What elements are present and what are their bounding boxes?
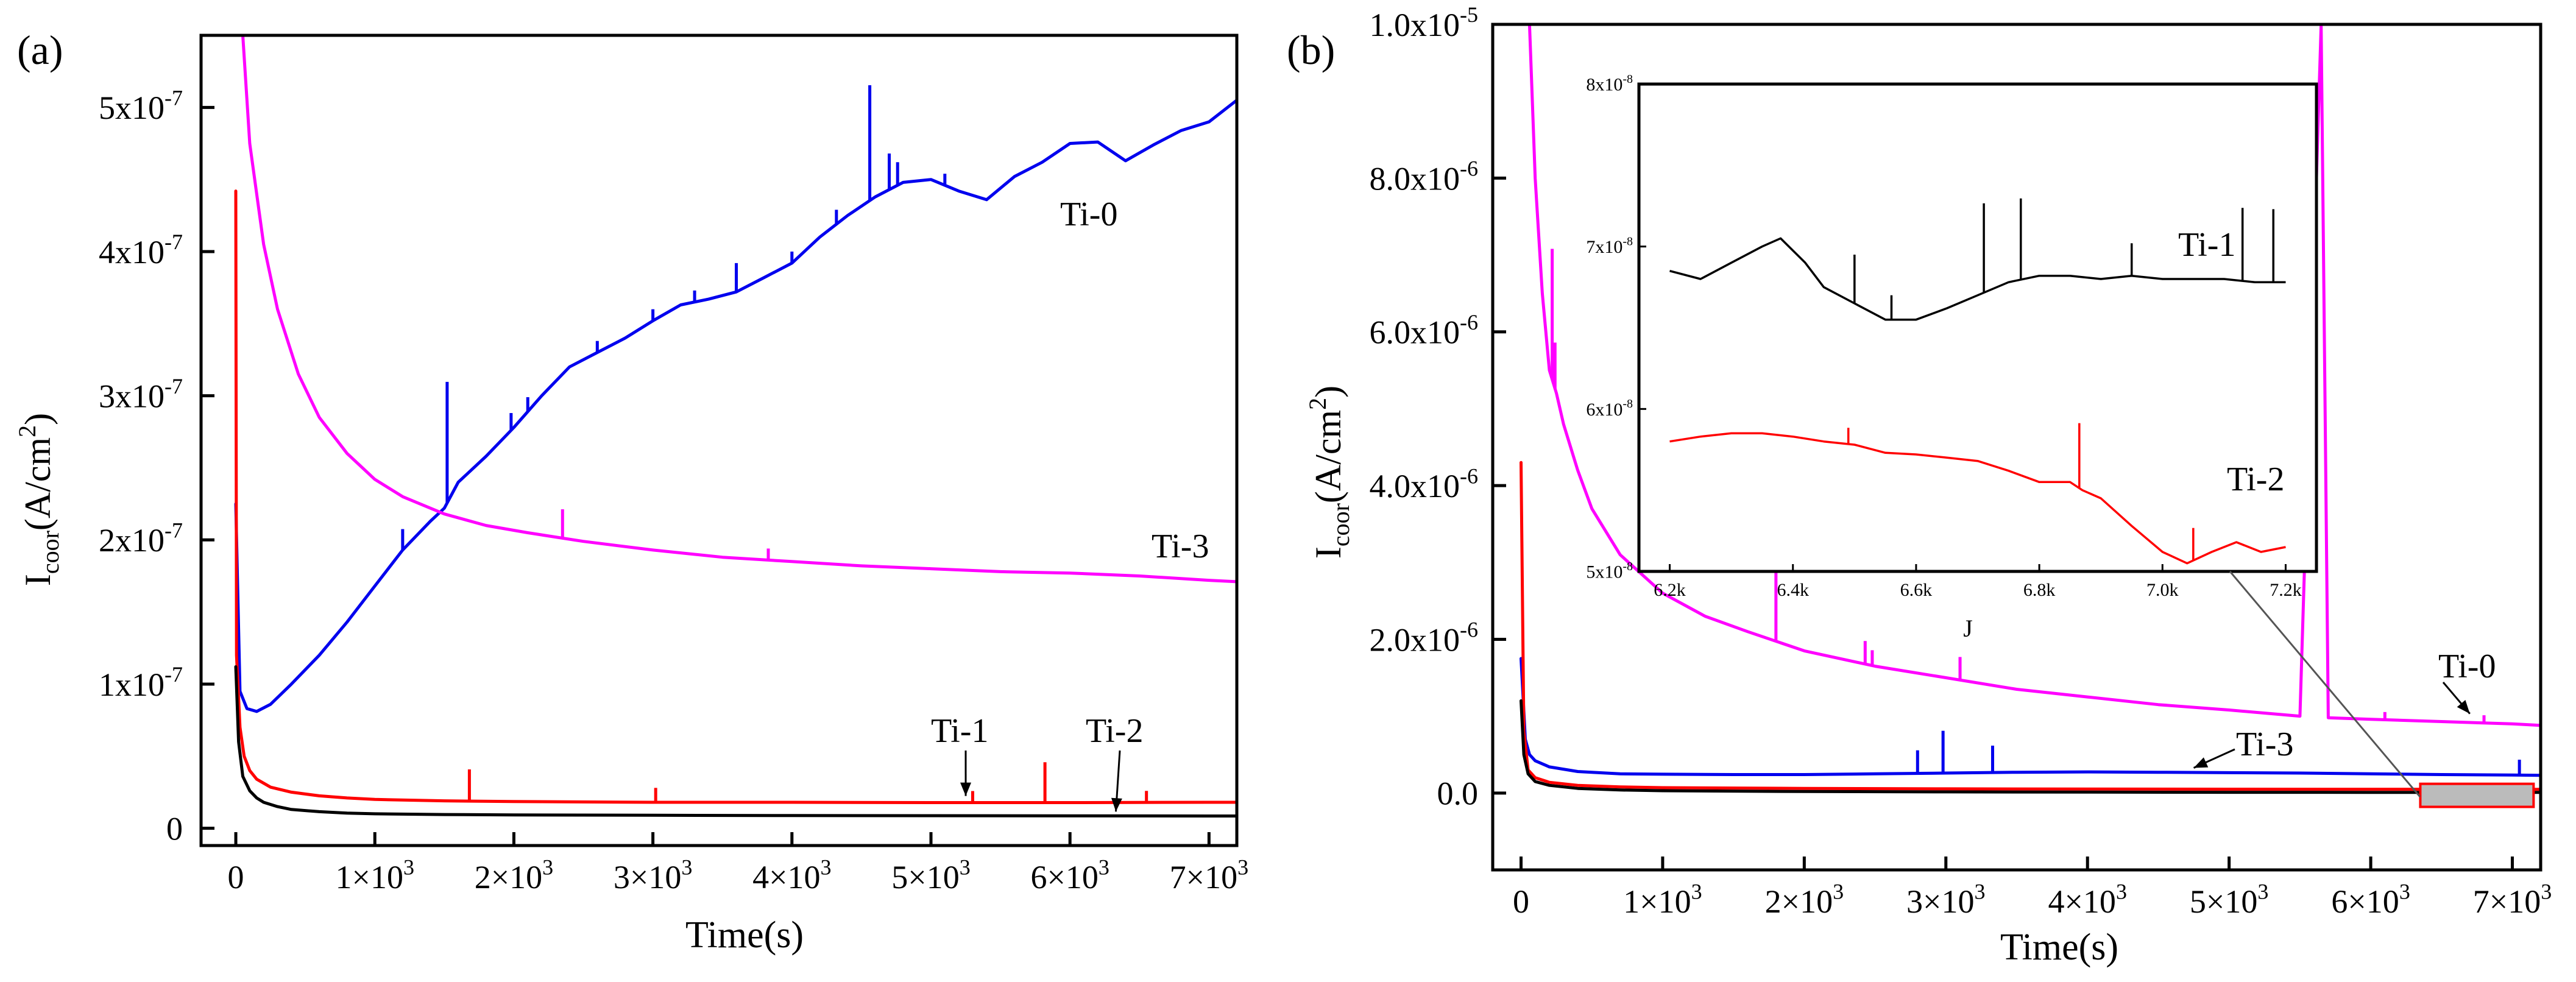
panel-b-y-tick-label: 1.0x10-5 [1370,2,1479,43]
panel-b-y-axis-title: Icoor(A/cm2) [1304,386,1354,559]
panel-b-y-tick-label: 8.0x10-6 [1370,157,1479,197]
panel-a-frame [199,34,1239,847]
inset-label-ti-2: Ti-2 [2227,461,2284,498]
panel-b-x-tick-label: 7×103 [2473,879,2552,920]
panel-a-annotation-ti-2: Ti-2 [1086,712,1143,750]
panel-b-frame [1491,23,2542,872]
panel-a-series-line-ti-3 [241,35,1237,584]
panel-b-inset: 6.2k 6.4k 6.6k 6.8k 7.0k 7.2k 5x10-8 6x10-8 7x10… [1586,72,2318,642]
panel-a-label: (a) [17,27,63,73]
panel-b-x-tick-label: 4×103 [2048,879,2126,920]
panel-b-x-tick-label: 6×103 [2331,879,2410,920]
panel-a-x-tick-label: 1×103 [336,855,414,895]
panel-a-y-tick-label: 3x10-7 [99,374,183,415]
panel-b-axes: 0 1×103 2×103 3×103 4×103 5×103 6×103 7×103 0.0 2… [1370,2,2552,920]
panel-b-x-tick-label: 5×103 [2190,879,2268,920]
panel-a-annotation-arrows [960,750,1122,812]
inset-y-tick-label: 5x10-8 [1586,560,1633,582]
inset-label-ti-1: Ti-1 [2178,226,2235,264]
panel-a-arrow-ti-1-head [960,782,972,796]
panel-a-x-tick-label: 2×103 [475,855,553,895]
panel-b-y-tick-label: 2.0x10-6 [1370,618,1479,659]
inset-x-tick-label: 6.8k [2023,580,2056,600]
inset-x-axis-title: J [1963,615,1973,642]
panel-b-annotation-ti-0: Ti-0 [2438,648,2496,685]
panel-a-series [234,35,1237,818]
panel-b-series-line-ti-0 [1527,24,2541,727]
inset-series [1669,198,2286,565]
panel-b-annotation-ti-3: Ti-3 [2236,726,2293,763]
panel-a-y-axis-title: Icoor(A/cm2) [13,413,64,586]
panel-a-x-tick-label: 4×103 [752,855,831,895]
inset-x-tick-label: 6.6k [1900,580,1933,600]
panel-a-x-tick-label: 0 [228,859,244,895]
panel-a-x-tick-label: 7×103 [1170,855,1248,895]
inset-frame [1637,82,2318,573]
panel-b-y-tick-label: 4.0x10-6 [1370,464,1479,504]
panel-b-series-line-ti-2 [1520,699,2541,794]
panel-b-x-tick-label: 2×103 [1765,879,1844,920]
panel-b-highlight-region [2419,782,2535,808]
panel-a-x-tick-label: 6×103 [1030,855,1109,895]
panel-a: (a) 0 1×103 2×103 3×103 4×103 5×103 6×103 7×103… [13,27,1248,956]
inset-series-line-ti-2 [1669,432,2286,565]
panel-a-series-line-ti-0 [234,99,1237,713]
panel-b-y-tick-label: 0.0 [1437,775,1479,812]
panel-b-y-tick-label: 6.0x10-6 [1370,310,1479,351]
panel-b-series-line-ti-1 [1520,461,2541,791]
inset-x-tick-label: 7.2k [2270,580,2302,600]
panel-b-annotation-arrows [2193,682,2471,769]
inset-y-tick-label: 6x10-8 [1586,397,1633,420]
panel-a-y-tick-label: 5x10-7 [99,86,183,127]
inset-background [1639,84,2316,571]
panel-b-label: (b) [1287,27,1335,73]
panel-a-y-tick-label: 0 [166,811,183,847]
panel-b-x-tick-label: 1×103 [1623,879,1702,920]
panel-a-series-line-ti-2 [234,665,1237,818]
panel-a-x-tick-label: 5×103 [891,855,970,895]
panel-a-arrow-ti-2-head [1111,797,1122,812]
panel-a-y-tick-label: 2x10-7 [99,518,183,559]
panel-b-arrow-ti-3-head [2193,757,2209,768]
inset-x-tick-label: 6.4k [1777,580,1809,600]
panel-a-x-tick-label: 3×103 [614,855,692,895]
panel-b-x-tick-label: 0 [1513,883,1529,920]
panel-a-annotation-ti-0: Ti-0 [1060,196,1117,233]
panel-b-x-axis-title: Time(s) [2000,927,2118,968]
panel-a-y-tick-label: 4x10-7 [99,230,183,270]
inset-connector-line [2229,571,2421,797]
panel-a-axes: 0 1×103 2×103 3×103 4×103 5×103 6×103 7×103 0 1x1… [99,34,1248,895]
panel-a-annotation-ti-1: Ti-1 [931,712,988,750]
inset-y-tick-label: 8x10-8 [1586,72,1633,95]
inset-x-tick-label: 7.0k [2146,580,2179,600]
inset-series-line-ti-1 [1669,237,2286,321]
panel-a-annotation-ti-3: Ti-3 [1152,528,1209,565]
inset-axes: 6.2k 6.4k 6.6k 6.8k 7.0k 7.2k 5x10-8 6x10-8 7x10… [1586,72,2318,600]
inset-x-tick-label: 6.2k [1654,580,1686,600]
panel-b-arrow-ti-0-head [2457,700,2470,714]
panel-a-x-axis-title: Time(s) [685,914,804,956]
panel-b-series-line-ti-3 [1520,657,2541,777]
panel-a-series-line-ti-1 [234,189,1237,804]
panel-b-x-tick-label: 3×103 [1906,879,1985,920]
panel-a-y-tick-label: 1x10-7 [99,662,183,703]
inset-y-tick-label: 7x10-8 [1586,235,1633,258]
panel-b: (b) 0 1×103 2×103 3×103 4×103 5×103 6×103 7×103… [1287,2,2552,968]
highlight-box [2419,782,2535,808]
